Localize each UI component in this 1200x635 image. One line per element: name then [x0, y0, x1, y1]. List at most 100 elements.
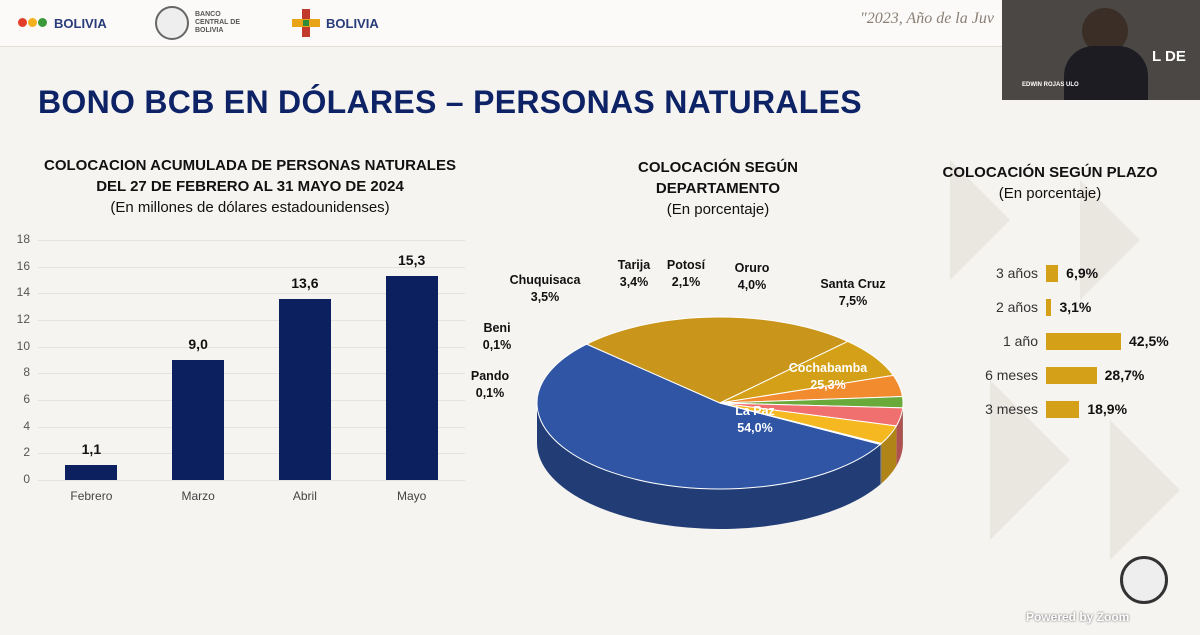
pie-slice-name: Oruro [734, 261, 770, 275]
pie-slice-label: Pando 0,1% [440, 368, 540, 402]
slide-title: BONO BCB EN DÓLARES – PERSONAS NATURALES [38, 84, 862, 120]
pie-slice-name: Santa Cruz [820, 277, 886, 291]
pie-slice-side [896, 407, 903, 466]
hbar [1046, 401, 1080, 418]
bcb-logo: BANCO CENTRAL DE BOLIVIA [155, 6, 240, 40]
bar-chart-subtitle: (En millones de dólares estadounidenses) [110, 199, 390, 216]
state-logo-text: BOLIVIA [326, 15, 379, 31]
pie-slice-value: 25,3% [810, 378, 846, 392]
pie-slice-label: La Paz 54,0% [705, 403, 805, 437]
pie-slice-side [537, 403, 881, 529]
y-tick-label: 0 [23, 472, 30, 486]
pie-slice-value: 3,4% [619, 275, 649, 289]
bar-chart-title-line1: COLOCACION ACUMULADA DE PERSONAS NATURAL… [44, 157, 456, 174]
state-logo: BOLIVIA [292, 8, 379, 38]
x-category-label: Mayo [396, 489, 427, 503]
y-gridline [38, 453, 465, 455]
x-category-label: Abril [292, 489, 317, 503]
bcb-line2: CENTRAL DE [195, 19, 240, 26]
y-tick-label: 8 [23, 365, 30, 380]
hbar [1046, 333, 1121, 350]
bar [65, 465, 118, 480]
hbar-category-label: 3 años [995, 265, 1038, 281]
y-gridline [38, 240, 465, 241]
x-category-label: Febrero [70, 489, 113, 503]
y-gridline [38, 426, 465, 428]
bar-value-label: 9,0 [188, 336, 208, 352]
pie-slice-side [880, 443, 882, 484]
hbar [1046, 367, 1097, 384]
bcb-logo-text: BANCO CENTRAL DE BOLIVIA [195, 11, 240, 35]
bar-value-label: 1,1 [81, 441, 102, 458]
pie-slice-label: Beni 0,1% [447, 320, 547, 354]
pie-slice-label: Oruro 4,0% [702, 260, 802, 294]
powered-by-zoom: Powered by Zoom [1026, 610, 1130, 624]
background-pattern [950, 160, 1180, 560]
bar [278, 298, 331, 480]
pie-slice-value: 4,0% [737, 278, 767, 292]
y-tick-label: 4 [23, 418, 30, 433]
pie-slice-value: 0,1% [475, 386, 505, 400]
pie-slice [536, 343, 882, 490]
hbar [1046, 299, 1052, 316]
y-gridline [38, 293, 465, 295]
pie-slice-name: Beni [483, 321, 511, 335]
pie-chart-title-line2: DEPARTAMENTO [655, 180, 781, 197]
bar [385, 276, 438, 480]
y-tick-label: 16 [16, 258, 30, 273]
speaker-body [1064, 46, 1148, 100]
gov-logo-text: BOLIVIA [54, 15, 107, 31]
hbar-chart-header: COLOCACIÓN SEGÚN PLAZO (En porcentaje) [900, 162, 1200, 204]
y-gridline [38, 346, 465, 348]
header-motto: "2023, Año de la Juv [860, 10, 994, 27]
bar-chart-title-line2: DEL 27 DE FEBRERO AL 31 MAYO DE 2024 [96, 178, 404, 195]
pie-slice-name: Cochabamba [788, 361, 868, 375]
video-overlay-text: L DE [1152, 48, 1186, 65]
pie-slice-label: Potosí 2,1% [636, 257, 736, 291]
zoom-video-tile[interactable]: L DE EDWIN ROJAS ULO [1002, 0, 1200, 100]
hbar-value-label: 28,7% [1104, 367, 1145, 383]
pie-slice [585, 316, 849, 404]
pie-slice-value: 7,5% [838, 294, 868, 308]
pie-slice-value: 3,5% [530, 290, 560, 304]
pie-chart-title-line1: COLOCACIÓN SEGÚN [637, 159, 798, 176]
x-category-label: Marzo [181, 489, 215, 503]
pie-slice-name: Pando [470, 369, 510, 383]
pie-slice-name: Chuquisaca [509, 273, 581, 287]
y-tick-label: 18 [16, 232, 30, 246]
hbar-value-label: 42,5% [1129, 333, 1169, 349]
y-tick-label: 6 [23, 392, 30, 406]
hbar-category-label: 3 meses [985, 401, 1038, 417]
pie-slice-name: Potosí [666, 258, 706, 272]
pie-slice-value: 0,1% [482, 338, 512, 352]
speaker-name-tag: EDWIN ROJAS ULO [1022, 82, 1079, 88]
bar-chart-header: COLOCACION ACUMULADA DE PERSONAS NATURAL… [0, 155, 500, 218]
bcb-line3: BOLIVIA [195, 27, 224, 34]
y-tick-label: 2 [23, 445, 30, 460]
pie-slice-label: Santa Cruz 7,5% [803, 276, 903, 310]
y-gridline [38, 400, 465, 401]
pie-slice-label: Cochabamba 25,3% [778, 360, 878, 394]
bcb-watermark-icon [1120, 556, 1168, 604]
bar-value-label: 15,3 [398, 252, 426, 268]
pie-slice-name: Tarija [617, 258, 651, 272]
y-tick-label: 14 [16, 285, 30, 300]
color-dots-icon [18, 14, 48, 32]
bcb-line1: BANCO [195, 11, 221, 18]
pie-slice-value: 2,1% [671, 275, 701, 289]
pie-slice-label: Tarija 3,4% [584, 257, 684, 291]
chakana-icon [292, 9, 320, 37]
bar-value-label: 13,6 [291, 274, 319, 291]
hbar-chart-subtitle: (En porcentaje) [998, 185, 1102, 202]
hbar-value-label: 3,1% [1059, 299, 1092, 315]
y-gridline [38, 480, 465, 481]
hbar [1046, 265, 1059, 282]
pie-slice-name: La Paz [735, 404, 775, 418]
gov-logo: BOLIVIA [18, 8, 107, 38]
hbar-chart-title: COLOCACIÓN SEGÚN PLAZO [942, 164, 1158, 181]
hbar-category-label: 1 año [1002, 333, 1038, 349]
pie-chart-subtitle: (En porcentaje) [666, 201, 770, 218]
pie-slice [719, 402, 882, 445]
